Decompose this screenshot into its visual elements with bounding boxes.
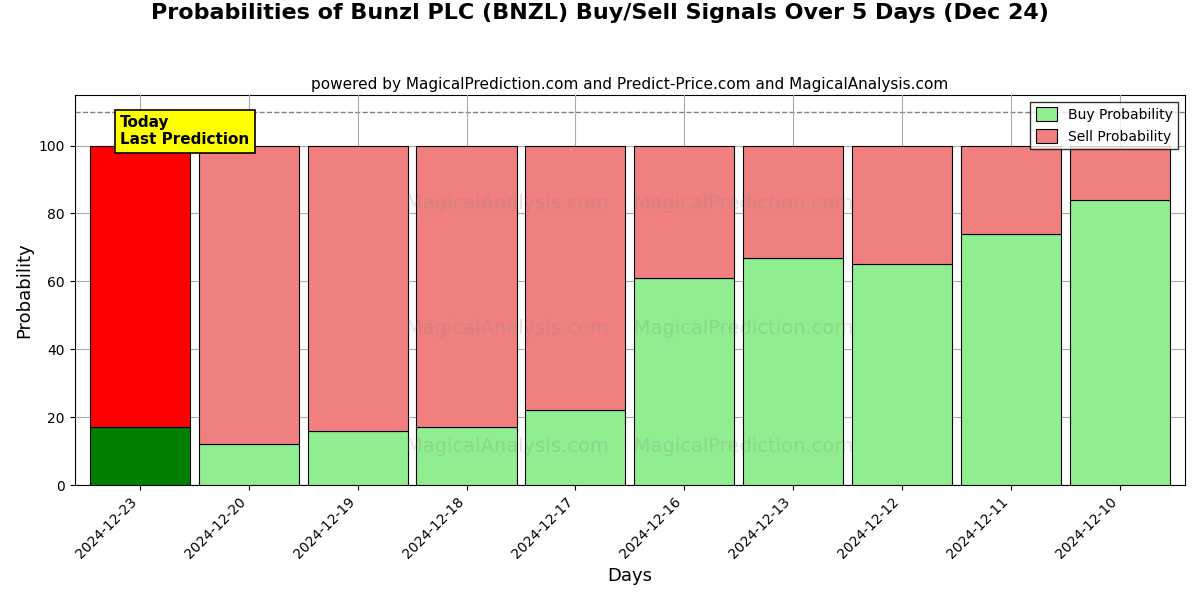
Text: MagicalAnalysis.com    MagicalPrediction.com: MagicalAnalysis.com MagicalPrediction.co… bbox=[407, 319, 853, 338]
X-axis label: Days: Days bbox=[607, 567, 653, 585]
Title: powered by MagicalPrediction.com and Predict-Price.com and MagicalAnalysis.com: powered by MagicalPrediction.com and Pre… bbox=[311, 77, 948, 92]
Bar bbox=[1069, 200, 1170, 485]
Bar bbox=[307, 431, 408, 485]
Y-axis label: Probability: Probability bbox=[16, 242, 34, 338]
Bar bbox=[416, 427, 517, 485]
Bar bbox=[852, 265, 952, 485]
Bar bbox=[743, 257, 844, 485]
Bar bbox=[307, 146, 408, 431]
Bar bbox=[90, 146, 190, 427]
Text: MagicalAnalysis.com    MagicalPrediction.com: MagicalAnalysis.com MagicalPrediction.co… bbox=[407, 194, 853, 214]
Bar bbox=[90, 427, 190, 485]
Bar bbox=[416, 146, 517, 427]
Bar bbox=[1069, 146, 1170, 200]
Bar bbox=[199, 445, 299, 485]
Bar bbox=[852, 146, 952, 265]
Bar bbox=[961, 234, 1061, 485]
Text: MagicalAnalysis.com    MagicalPrediction.com: MagicalAnalysis.com MagicalPrediction.co… bbox=[407, 437, 853, 455]
Bar bbox=[743, 146, 844, 257]
Bar bbox=[961, 146, 1061, 234]
Bar bbox=[526, 146, 625, 410]
Bar bbox=[199, 146, 299, 445]
Legend: Buy Probability, Sell Probability: Buy Probability, Sell Probability bbox=[1030, 101, 1178, 149]
Text: Probabilities of Bunzl PLC (BNZL) Buy/Sell Signals Over 5 Days (Dec 24): Probabilities of Bunzl PLC (BNZL) Buy/Se… bbox=[151, 3, 1049, 23]
Bar bbox=[634, 278, 734, 485]
Bar bbox=[526, 410, 625, 485]
Bar bbox=[634, 146, 734, 278]
Text: Today
Last Prediction: Today Last Prediction bbox=[120, 115, 250, 148]
